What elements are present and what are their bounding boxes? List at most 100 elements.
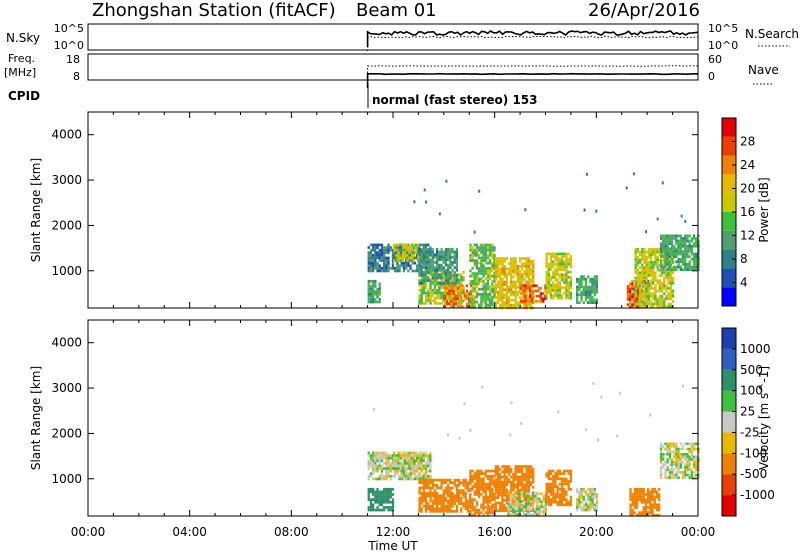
data-cell bbox=[547, 469, 550, 473]
data-cell bbox=[378, 282, 381, 286]
data-cell bbox=[638, 281, 642, 285]
data-cell bbox=[521, 480, 524, 484]
data-cell bbox=[576, 296, 579, 299]
data-cell bbox=[400, 248, 403, 252]
data-cell bbox=[396, 267, 399, 270]
data-cell bbox=[376, 454, 379, 457]
data-cell bbox=[413, 475, 417, 478]
data-cell bbox=[378, 248, 381, 252]
data-cell bbox=[595, 506, 599, 509]
data-cell bbox=[510, 470, 513, 474]
data-cell bbox=[442, 502, 445, 505]
data-cell bbox=[491, 508, 494, 512]
data-cell bbox=[471, 303, 474, 307]
data-cell bbox=[496, 265, 500, 268]
data-cell bbox=[499, 475, 502, 479]
data-cell bbox=[486, 503, 490, 507]
data-cell bbox=[520, 500, 523, 503]
data-cell bbox=[404, 459, 407, 463]
data-cell bbox=[668, 473, 671, 477]
data-cell bbox=[436, 276, 439, 280]
data-cell bbox=[376, 500, 379, 504]
data-cell bbox=[527, 492, 530, 496]
data-cell bbox=[496, 491, 500, 494]
data-cell bbox=[641, 302, 644, 306]
data-cell bbox=[471, 259, 474, 262]
data-cell bbox=[584, 285, 588, 289]
data-cell bbox=[405, 477, 408, 481]
data-cell bbox=[527, 495, 530, 498]
data-cell bbox=[669, 281, 672, 285]
data-cell bbox=[516, 486, 519, 489]
x-tick-label: 04:00 bbox=[172, 525, 207, 539]
data-cell bbox=[433, 276, 437, 280]
data-cell bbox=[503, 257, 506, 260]
data-cell bbox=[636, 258, 639, 262]
data-cell bbox=[429, 510, 432, 513]
data-cell bbox=[491, 495, 494, 499]
data-cell bbox=[387, 487, 390, 491]
data-cell bbox=[383, 506, 386, 509]
data-cell bbox=[376, 498, 379, 501]
data-cell bbox=[394, 256, 397, 260]
data-cell bbox=[431, 278, 434, 282]
data-cell bbox=[695, 237, 698, 240]
data-cell bbox=[681, 460, 685, 464]
data-cell bbox=[503, 304, 506, 307]
data-cell bbox=[569, 474, 572, 478]
data-cell bbox=[427, 291, 430, 295]
data-cell bbox=[440, 286, 443, 290]
data-cell bbox=[569, 257, 572, 261]
data-cell bbox=[516, 480, 519, 484]
data-cell bbox=[449, 499, 452, 503]
data-cell bbox=[458, 497, 461, 500]
data-cell bbox=[690, 445, 693, 448]
data-cell bbox=[525, 265, 528, 268]
data-speck bbox=[458, 436, 461, 440]
data-cell bbox=[418, 475, 421, 478]
data-cell bbox=[507, 493, 511, 497]
data-cell bbox=[512, 267, 515, 271]
data-cell bbox=[569, 495, 572, 499]
data-cell bbox=[532, 267, 535, 271]
data-cell bbox=[405, 261, 408, 265]
data-cell bbox=[433, 484, 437, 487]
data-cell bbox=[464, 494, 467, 498]
data-cell bbox=[427, 243, 430, 247]
data-cell bbox=[659, 255, 663, 258]
data-cell bbox=[569, 477, 572, 481]
data-cell bbox=[684, 473, 687, 477]
data-cell bbox=[666, 476, 669, 479]
data-cell bbox=[539, 300, 543, 303]
data-cell bbox=[554, 289, 557, 292]
data-cell bbox=[391, 459, 395, 463]
data-cell bbox=[383, 454, 386, 457]
data-cell bbox=[416, 475, 419, 478]
data-cell bbox=[670, 476, 674, 479]
data-cell bbox=[580, 283, 583, 286]
data-cell bbox=[444, 255, 448, 259]
data-cell bbox=[545, 283, 548, 287]
data-cell bbox=[480, 264, 483, 268]
data-cell bbox=[473, 295, 476, 299]
data-cell bbox=[525, 470, 528, 474]
data-cell bbox=[532, 509, 535, 513]
data-cell bbox=[473, 290, 476, 294]
data-cell bbox=[542, 505, 545, 509]
data-cell bbox=[493, 254, 496, 257]
data-cell bbox=[374, 508, 377, 512]
data-cell bbox=[496, 262, 500, 266]
data-cell bbox=[433, 502, 437, 505]
data-cell bbox=[438, 302, 441, 305]
data-cell bbox=[501, 288, 504, 292]
data-cell bbox=[433, 499, 437, 503]
data-cell bbox=[671, 261, 675, 264]
data-cell bbox=[565, 273, 568, 277]
data-cell bbox=[521, 467, 524, 471]
data-cell bbox=[666, 250, 669, 253]
data-cell bbox=[679, 442, 682, 446]
data-cell bbox=[662, 268, 665, 271]
x-tick-label: 20:00 bbox=[579, 525, 614, 539]
data-cell bbox=[422, 484, 426, 487]
data-cell bbox=[425, 502, 428, 505]
